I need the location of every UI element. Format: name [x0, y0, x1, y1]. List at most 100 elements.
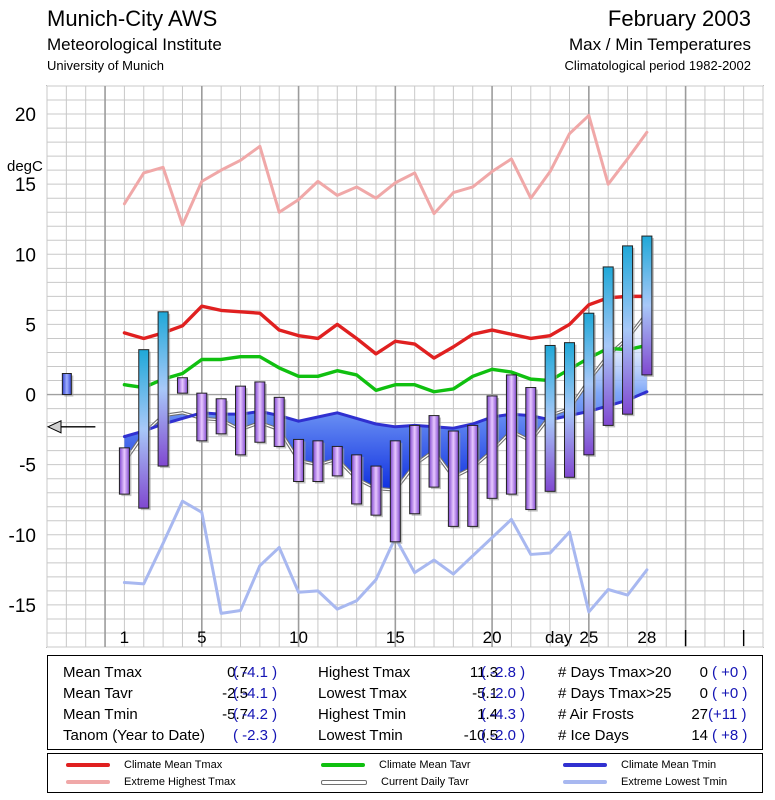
stat-value: 0.7	[227, 664, 248, 681]
day-bar	[447, 430, 459, 527]
legend-climate-mean-tmax: Climate Mean Tmax	[66, 758, 222, 772]
day-bar	[351, 454, 363, 505]
y-tick-label: -10	[9, 526, 36, 547]
stat-anomaly: ( -2.0 )	[481, 727, 526, 744]
stat-value: 0	[699, 664, 708, 681]
y-tick-label: 10	[15, 245, 36, 266]
tmin-shaded-band	[124, 313, 647, 490]
tanom-arrow-icon	[46, 420, 62, 434]
stat-label: Mean Tmin	[63, 706, 138, 723]
x-tick-label: 20	[483, 628, 502, 647]
day-bar	[370, 465, 382, 516]
university-title: University of Munich	[47, 58, 165, 73]
y-tick-label: 20	[15, 105, 36, 126]
climate-mean-tmin-line	[122, 390, 649, 439]
x-tick-label: 1	[120, 628, 129, 647]
station-title: Munich-City AWS	[47, 6, 218, 31]
y-tick-label: 0	[25, 386, 36, 407]
stat-label: # Ice Days	[558, 727, 629, 744]
x-tick-label: 15	[386, 628, 405, 647]
day-bar	[486, 395, 498, 499]
period-title: Climatological period 1982-2002	[564, 58, 751, 73]
y-tick-label: 5	[25, 315, 36, 336]
stat-label: Lowest Tmin	[318, 727, 403, 744]
extreme-highest-tmax-line	[122, 113, 649, 227]
current-daily-tavr-line-inner	[123, 312, 648, 491]
stat-value: -5.7	[222, 706, 248, 723]
day-bar	[176, 377, 188, 394]
legend-climate-mean-tmin: Climate Mean Tmin	[563, 758, 716, 772]
statistics-table: Mean Tmax 0.7 ( -4.1 ) Highest Tmax 11.3…	[47, 655, 763, 750]
day-bar	[293, 438, 305, 483]
day-bar	[409, 424, 421, 515]
stat-value: 11.3	[469, 664, 498, 681]
x-axis-label: day	[545, 628, 573, 647]
day-bar	[215, 398, 227, 435]
month-title: February 2003	[607, 6, 751, 31]
stat-anomaly: ( -2.0 )	[481, 685, 526, 702]
stat-label: # Days Tmax>20	[558, 664, 672, 681]
stat-value: 1.4	[477, 706, 498, 723]
stat-anomaly: ( +0 )	[712, 664, 748, 681]
stat-anomaly: ( -4.3 )	[481, 706, 526, 723]
stat-label: Mean Tavr	[63, 685, 133, 702]
day-bar	[563, 342, 575, 478]
x-tick-label: 28	[637, 628, 656, 647]
stat-value: -5.1	[472, 685, 498, 702]
climate-mean-tmax-line	[122, 294, 649, 360]
institute-title: Meteorological Institute	[47, 35, 222, 54]
day-bar	[467, 424, 479, 527]
stat-label: Tanom (Year to Date)	[63, 727, 206, 744]
day-bar	[312, 440, 324, 483]
day-bar	[525, 387, 537, 511]
stat-anomaly: ( -4.1 )	[233, 664, 278, 681]
stat-label: Highest Tmin	[318, 706, 407, 723]
stat-anomaly: ( -4.2 )	[233, 706, 278, 723]
day-bar	[157, 311, 169, 467]
stat-value: -10.5	[463, 727, 498, 744]
legend-current-daily-tavr: Current Daily Tavr	[321, 775, 469, 789]
stat-anomaly: ( +0 )	[712, 685, 748, 702]
day-bar	[505, 374, 517, 495]
stat-anomaly: ( +8 )	[712, 727, 748, 744]
stat-anomaly: (+11 )	[708, 706, 747, 723]
y-tick-label: 15	[15, 175, 36, 196]
chart-title: Max / Min Temperatures	[568, 35, 751, 54]
day-bar	[602, 266, 614, 426]
x-tick-label: 10	[289, 628, 308, 647]
stat-value: 27	[691, 706, 708, 723]
day-bar	[389, 440, 401, 543]
x-tick-label: 25	[579, 628, 598, 647]
legend-climate-mean-tavr: Climate Mean Tavr	[321, 758, 471, 772]
day-bar	[196, 392, 208, 442]
day-bar	[118, 447, 130, 495]
stat-anomaly: ( -2.8 )	[481, 664, 526, 681]
extreme-lowest-tmin-line	[122, 499, 649, 615]
day-bar	[622, 245, 634, 415]
stat-label: # Air Frosts	[558, 706, 634, 723]
day-bar	[428, 415, 440, 488]
day-bar	[273, 396, 285, 447]
day-bar	[583, 312, 595, 456]
day-bar	[138, 349, 150, 509]
chart-legend: Climate Mean Tmax Extreme Highest Tmax C…	[47, 753, 763, 793]
stat-anomaly: ( -2.3 )	[233, 727, 278, 744]
stat-label: Lowest Tmax	[318, 685, 407, 702]
stat-label: # Days Tmax>25	[558, 685, 672, 702]
stat-value: 14	[691, 727, 708, 744]
stat-anomaly: ( -4.1 )	[233, 685, 278, 702]
day-bar	[254, 381, 266, 443]
stat-value: 0	[699, 685, 708, 702]
day-bar	[331, 445, 343, 477]
climate-mean-tavr-line	[122, 343, 649, 394]
y-tick-label: -5	[19, 456, 36, 477]
day-bar	[641, 235, 653, 376]
stat-value: -2.5	[222, 685, 248, 702]
legend-extreme-highest-tmax: Extreme Highest Tmax	[66, 775, 236, 789]
stat-label: Mean Tmax	[63, 664, 142, 681]
y-axis-label: degC	[7, 158, 43, 175]
stat-label: Highest Tmax	[318, 664, 411, 681]
day-bar	[544, 344, 556, 492]
y-tick-label: -15	[9, 596, 36, 617]
